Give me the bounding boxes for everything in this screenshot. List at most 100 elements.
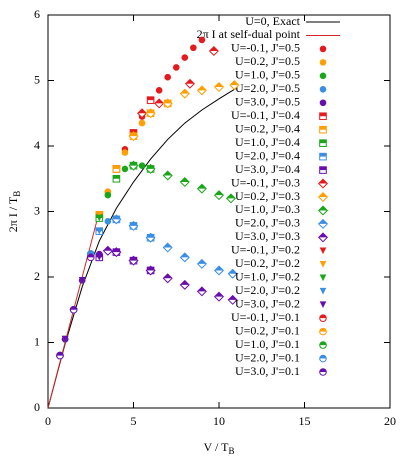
data-point bbox=[96, 214, 103, 222]
data-point bbox=[162, 170, 173, 181]
data-point bbox=[162, 98, 173, 109]
marker-shape bbox=[179, 88, 190, 99]
data-point bbox=[225, 193, 236, 204]
marker-fill bbox=[214, 292, 224, 297]
data-point bbox=[179, 279, 190, 290]
marker-fill bbox=[214, 266, 224, 271]
data-point bbox=[208, 46, 219, 57]
legend-label: U=2.0, J'=0.4 bbox=[235, 148, 300, 162]
marker-fill bbox=[318, 206, 328, 211]
legend-label: U=-0.1, J'=0.3 bbox=[231, 175, 300, 189]
data-point bbox=[196, 286, 207, 297]
marker-fill bbox=[113, 165, 120, 169]
data-point bbox=[162, 273, 173, 284]
marker-shape bbox=[319, 247, 327, 255]
x-tick-label: 0 bbox=[45, 414, 51, 428]
marker-fill bbox=[228, 269, 237, 274]
marker-shape bbox=[172, 64, 180, 71]
marker-fill bbox=[319, 112, 327, 117]
marker-fill bbox=[163, 243, 172, 248]
data-point bbox=[172, 64, 180, 71]
marker-shape bbox=[198, 36, 206, 44]
marker-fill bbox=[129, 161, 138, 166]
data-point bbox=[145, 232, 156, 243]
legend-marker bbox=[319, 301, 327, 308]
y-tick-label: 1 bbox=[34, 334, 40, 348]
data-point bbox=[111, 247, 122, 258]
marker-fill bbox=[214, 190, 224, 196]
y-tick-label: 2 bbox=[34, 269, 40, 283]
x-tick-label: 10 bbox=[213, 414, 225, 428]
data-point bbox=[86, 253, 95, 262]
legend-marker bbox=[319, 86, 327, 93]
legend-label: U=-0.1, J'=0.5 bbox=[231, 41, 300, 55]
marker-shape bbox=[138, 119, 146, 127]
y-tick-label: 0 bbox=[34, 400, 40, 414]
marker-fill bbox=[319, 314, 327, 319]
marker-fill bbox=[185, 79, 195, 84]
legend-marker bbox=[317, 205, 329, 216]
data-point bbox=[112, 165, 121, 173]
legend-marker bbox=[319, 368, 327, 376]
marker-fill bbox=[230, 80, 239, 86]
x-axis-label-sub: B bbox=[228, 446, 234, 456]
marker-fill bbox=[129, 256, 138, 261]
marker-shape bbox=[190, 44, 197, 52]
data-point bbox=[137, 108, 148, 119]
line-series bbox=[47, 87, 237, 409]
marker-fill bbox=[112, 215, 121, 220]
marker-fill bbox=[87, 254, 95, 258]
legend-label: U=-0.1, J'=0.2 bbox=[231, 243, 300, 257]
marker-shape bbox=[121, 149, 129, 156]
marker-shape bbox=[319, 72, 327, 80]
data-point bbox=[104, 191, 112, 199]
legend-label: U=0.2, J'=0.3 bbox=[235, 189, 300, 203]
marker-fill bbox=[319, 328, 327, 332]
legend-label: U=2.0, J'=0.5 bbox=[235, 81, 300, 95]
marker-shape bbox=[319, 261, 327, 268]
marker-shape bbox=[96, 254, 103, 261]
legend-label: U=0.2, J'=0.2 bbox=[235, 256, 300, 270]
data-point bbox=[138, 119, 146, 127]
legend-marker bbox=[319, 314, 327, 322]
data-point bbox=[121, 165, 129, 173]
legend-marker bbox=[319, 261, 327, 268]
marker-fill bbox=[103, 246, 113, 251]
data-point bbox=[56, 351, 64, 360]
marker-fill bbox=[180, 89, 190, 94]
y-axis-label-sub: B bbox=[12, 191, 22, 197]
marker-fill bbox=[163, 99, 172, 104]
data-point bbox=[213, 190, 225, 201]
legend-label: U=0.2, J'=0.5 bbox=[235, 54, 300, 68]
marker-fill bbox=[319, 341, 327, 346]
marker-fill bbox=[214, 82, 224, 88]
marker-shape bbox=[319, 86, 327, 93]
marker-shape bbox=[138, 162, 146, 169]
marker-fill bbox=[197, 259, 207, 264]
marker-shape bbox=[181, 54, 189, 61]
legend-marker bbox=[319, 99, 327, 107]
legend-marker bbox=[319, 274, 327, 282]
legend-label: U=0.2, J'=0.4 bbox=[235, 121, 300, 135]
data-point bbox=[128, 220, 139, 231]
marker-fill bbox=[56, 352, 64, 356]
data-point bbox=[69, 305, 78, 314]
data-point bbox=[154, 98, 165, 109]
data-point bbox=[229, 80, 240, 91]
y-axis-label: 2π I / TB bbox=[6, 191, 22, 233]
legend-label: U=0, Exact bbox=[245, 14, 300, 28]
marker-shape bbox=[104, 218, 112, 225]
data-point bbox=[190, 44, 197, 52]
x-axis-label: V / TB bbox=[204, 440, 235, 456]
legend-marker bbox=[319, 287, 327, 295]
data-point bbox=[146, 96, 155, 104]
marker-fill bbox=[129, 221, 138, 226]
legend-label: U=3.0, J'=0.5 bbox=[235, 95, 300, 109]
marker-shape bbox=[319, 99, 327, 107]
data-point bbox=[128, 131, 139, 142]
legend-marker bbox=[319, 139, 327, 147]
y-tick-label: 3 bbox=[34, 203, 40, 217]
data-point bbox=[145, 108, 156, 119]
marker-shape bbox=[319, 287, 327, 295]
legend-marker bbox=[319, 112, 327, 121]
